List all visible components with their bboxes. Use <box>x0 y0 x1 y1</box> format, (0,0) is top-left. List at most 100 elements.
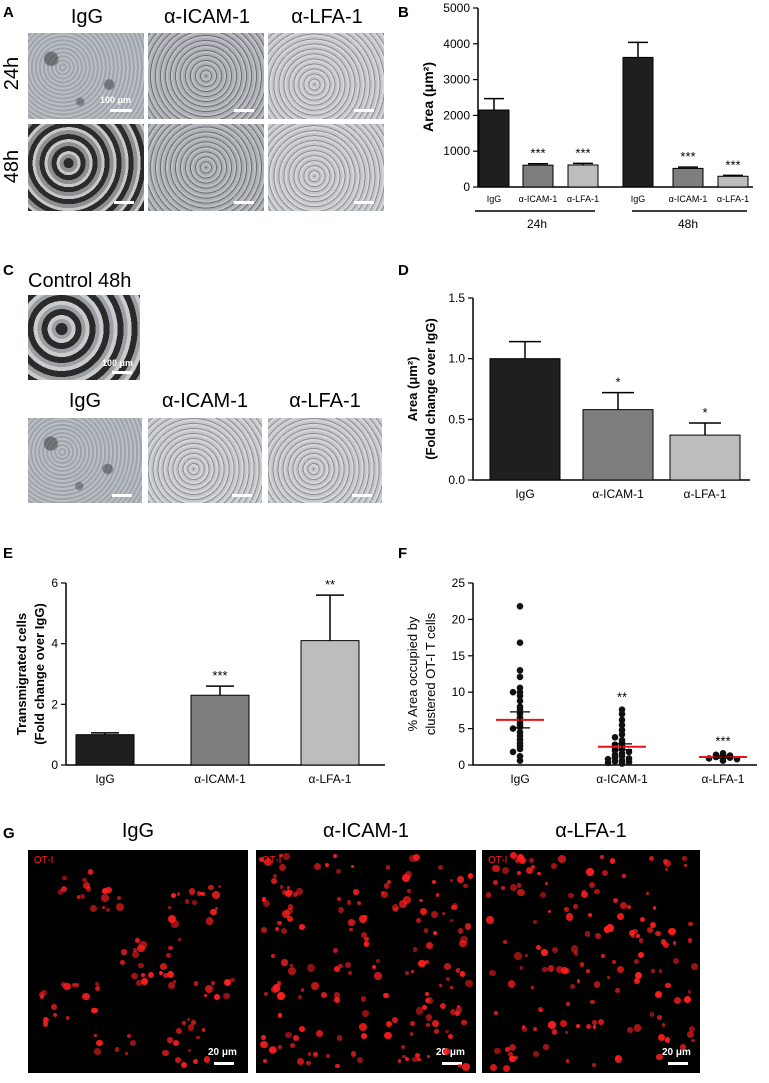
cell-dot <box>631 934 635 938</box>
cell-dot <box>412 947 418 952</box>
bar <box>717 175 749 188</box>
bar <box>567 164 599 188</box>
cell-dot <box>433 931 437 936</box>
cell-dot <box>306 963 315 972</box>
cell-dot <box>193 981 199 986</box>
cell-dot <box>307 1052 312 1056</box>
category-label: α-ICAM-1 <box>669 194 708 204</box>
y-tick-label: 5000 <box>443 1 470 15</box>
cell-dot <box>423 928 429 933</box>
cell-dot <box>359 915 368 923</box>
data-point <box>509 688 517 696</box>
cell-dot <box>595 933 602 939</box>
cell-dot <box>196 891 202 896</box>
cell-dot <box>455 1010 461 1016</box>
cell-dot <box>640 917 646 923</box>
cell-dot <box>457 928 464 934</box>
y-axis-title: Area (μm²) <box>420 62 436 132</box>
cell-dot <box>384 1031 392 1040</box>
y-tick-label: 0.5 <box>448 412 465 426</box>
cell-dot <box>223 993 230 1000</box>
cell-dot <box>566 1002 570 1007</box>
data-point <box>516 667 524 674</box>
cell-dot <box>105 907 110 913</box>
cell-dot <box>613 897 618 903</box>
cell-dot <box>397 1059 401 1063</box>
cell-dot <box>461 1020 467 1026</box>
cell-dot <box>288 889 293 894</box>
cell-dot <box>101 893 110 902</box>
scale-label: 100 μm <box>102 358 134 368</box>
significance-label: *** <box>212 668 227 683</box>
cell-dot <box>658 969 663 973</box>
cell-dot <box>656 1014 662 1021</box>
cell-dot <box>510 884 518 891</box>
data-point <box>618 710 626 718</box>
cell-dot <box>332 854 337 859</box>
data-point <box>516 639 524 646</box>
cell-dot <box>601 869 608 877</box>
cell-dot <box>214 907 219 911</box>
cell-dot <box>447 1033 453 1039</box>
cell-dot <box>385 865 390 870</box>
cell-dot <box>201 1027 206 1032</box>
cell-dot <box>76 895 80 899</box>
cell-dot <box>648 855 654 861</box>
cell-dot <box>391 1016 398 1024</box>
data-point <box>516 745 524 753</box>
bar <box>672 167 704 188</box>
cell-dot <box>40 995 45 999</box>
cell-dot <box>505 1046 511 1052</box>
cell-dot <box>681 856 687 862</box>
scale-label: 100 μm <box>100 95 132 105</box>
panel-a-row-24h: 24h <box>1 56 24 91</box>
cell-dot <box>426 1023 430 1028</box>
cell-dot <box>350 864 355 869</box>
cell-dot <box>356 901 362 906</box>
bar <box>669 434 741 481</box>
cell-dot <box>187 1049 191 1053</box>
cell-dot <box>173 980 177 984</box>
cell-dot <box>443 1048 451 1056</box>
panel-letter-d: D <box>398 262 409 279</box>
cell-dot <box>617 966 625 974</box>
cell-dot <box>175 1056 182 1063</box>
cell-dot <box>635 933 641 938</box>
category-label: α-ICAM-1 <box>592 487 644 501</box>
cell-dot <box>492 879 498 886</box>
cell-dot <box>627 904 632 909</box>
cell-dot <box>672 941 677 945</box>
cell-dot <box>293 1034 300 1041</box>
micrograph-c-igg <box>28 418 142 503</box>
cell-dot <box>336 1035 343 1041</box>
cell-dot <box>41 990 47 996</box>
cell-dot <box>419 898 424 903</box>
y-axis-title: Transmigrated cells <box>14 613 29 735</box>
cell-dot <box>361 932 368 939</box>
cell-dot <box>509 1055 516 1063</box>
cell-dot <box>621 873 626 878</box>
cell-dot <box>374 972 382 980</box>
cell-dot <box>687 938 693 943</box>
cell-dot <box>205 917 214 926</box>
category-label: α-LFA-1 <box>717 194 749 204</box>
cell-dot <box>688 1026 695 1033</box>
cell-dot <box>494 1011 499 1015</box>
cell-dot <box>404 971 409 976</box>
data-point <box>516 697 524 705</box>
bar <box>582 409 654 481</box>
cell-dot <box>281 889 287 895</box>
y-tick-label: 1.0 <box>448 352 465 366</box>
cell-dot <box>458 1063 462 1067</box>
cell-dot <box>298 1025 306 1033</box>
cell-dot <box>658 1034 666 1042</box>
cell-dot <box>449 1009 456 1016</box>
panel-letter-c: C <box>3 262 14 279</box>
cell-dot <box>176 892 181 896</box>
y-tick-label: 20 <box>452 612 466 626</box>
data-point <box>611 758 619 765</box>
cell-dot <box>606 923 615 932</box>
cell-dot <box>346 900 352 905</box>
panel-c-col-icam: α-ICAM-1 <box>161 390 248 412</box>
cell-dot <box>199 891 203 895</box>
